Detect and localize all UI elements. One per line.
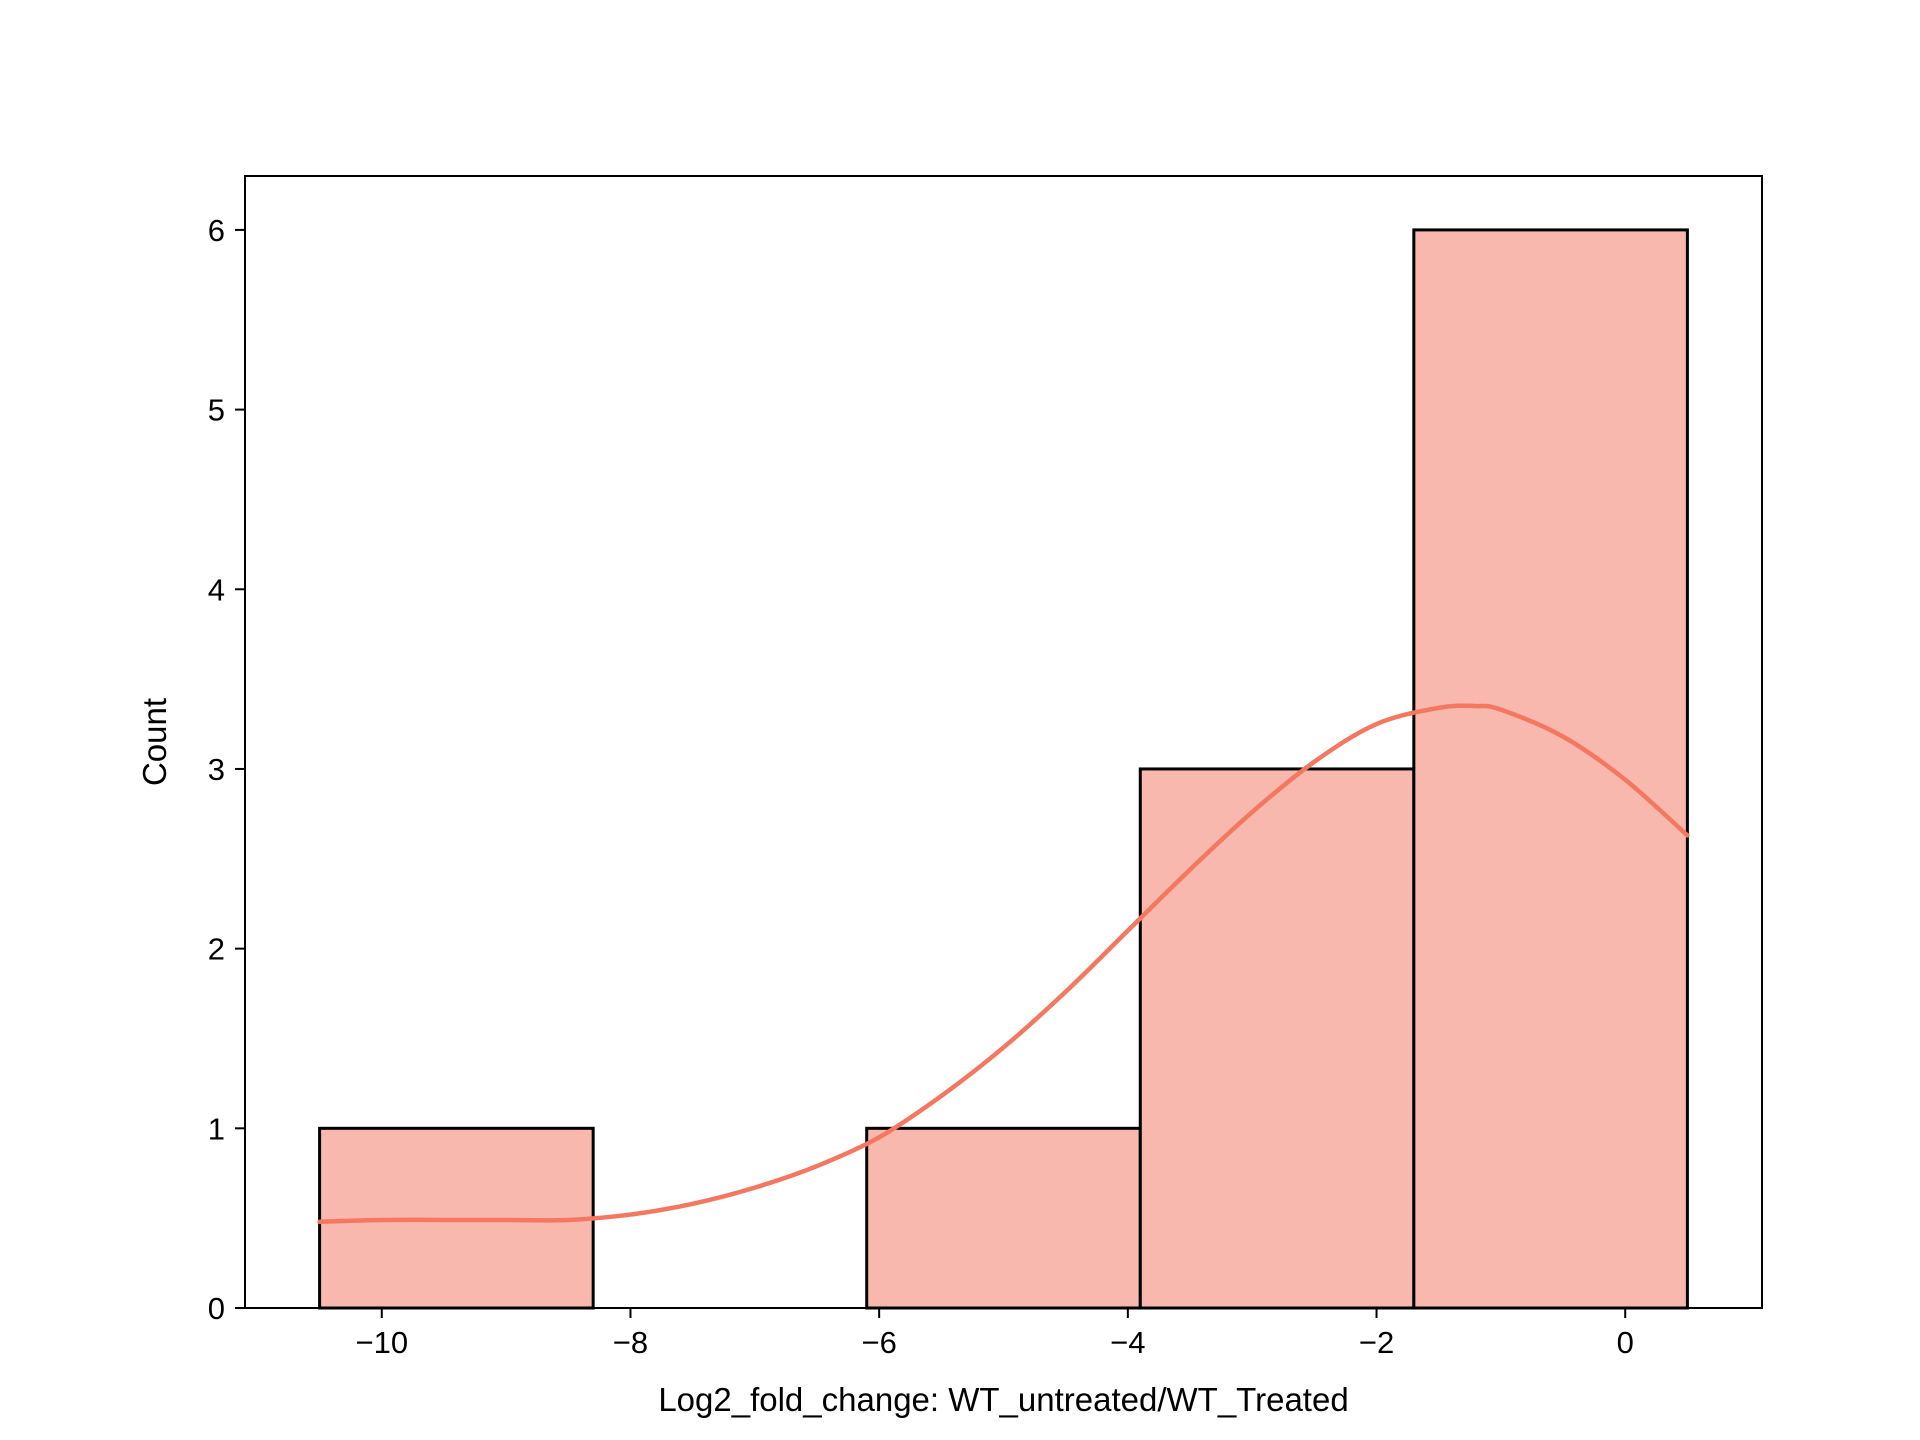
y-tick-label: 2	[208, 932, 225, 967]
y-tick-label: 0	[208, 1291, 225, 1326]
y-tick-label: 4	[208, 572, 225, 607]
x-tick-label: −4	[1110, 1325, 1145, 1360]
y-axis-ticks: 0 1 2 3 4 5 6	[208, 213, 245, 1326]
plot-frame	[244, 175, 1763, 1309]
y-tick-label: 6	[208, 213, 225, 248]
histogram-bar-2	[865, 1126, 1142, 1310]
histogram-bar-3	[1138, 767, 1416, 1310]
x-tick-label: −2	[1359, 1325, 1394, 1360]
bars-layer	[318, 228, 1689, 1310]
x-axis-ticks: −10 −8 −6 −4 −2 0	[355, 1308, 1634, 1360]
kde-layer	[317, 703, 1690, 1224]
histogram-bar-4	[1412, 228, 1689, 1310]
y-axis-label: Count	[136, 698, 173, 786]
y-tick-label: 3	[208, 752, 225, 787]
x-tick-label: −6	[861, 1325, 896, 1360]
x-tick-label: 0	[1617, 1325, 1634, 1360]
x-tick-label: −10	[355, 1325, 408, 1360]
y-tick-label: 5	[208, 393, 225, 428]
x-axis-label: Log2_fold_change: WT_untreated/WT_Treate…	[658, 1381, 1348, 1418]
kde-curve	[317, 703, 1690, 1224]
x-tick-label: −8	[613, 1325, 648, 1360]
y-tick-label: 1	[208, 1111, 225, 1146]
